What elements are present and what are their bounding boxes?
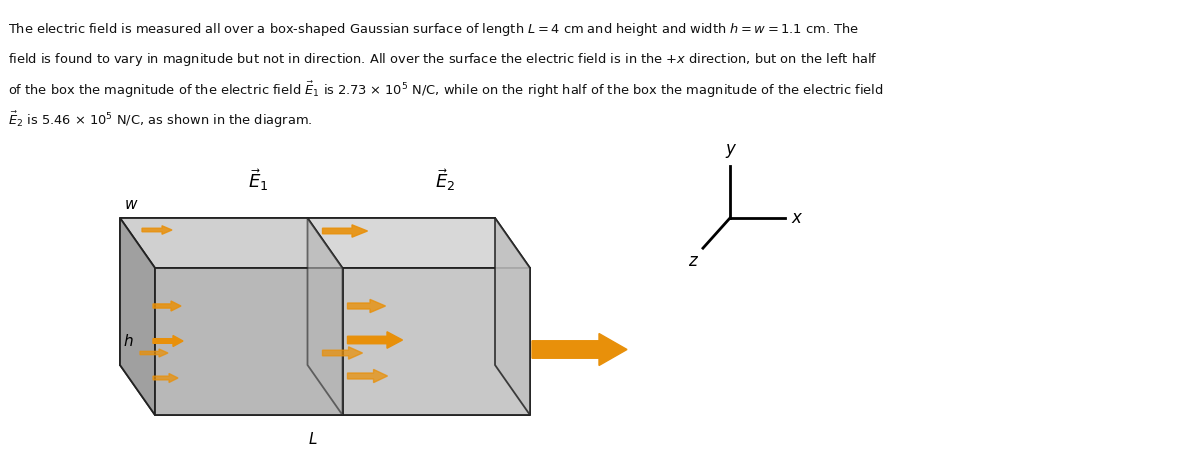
Text: h: h bbox=[123, 334, 133, 349]
Text: L: L bbox=[308, 432, 317, 447]
FancyArrow shape bbox=[142, 226, 172, 234]
Text: z: z bbox=[688, 252, 697, 270]
Polygon shape bbox=[155, 268, 343, 415]
FancyArrow shape bbox=[140, 349, 168, 357]
Polygon shape bbox=[120, 218, 343, 268]
Polygon shape bbox=[120, 365, 531, 415]
Polygon shape bbox=[120, 218, 495, 365]
Polygon shape bbox=[307, 218, 343, 415]
FancyArrow shape bbox=[532, 333, 627, 365]
Text: field is found to vary in magnitude but not in direction. All over the surface t: field is found to vary in magnitude but … bbox=[8, 50, 878, 68]
FancyArrow shape bbox=[348, 369, 387, 382]
Text: The electric field is measured all over a box-shaped Gaussian surface of length : The electric field is measured all over … bbox=[8, 21, 859, 38]
Text: $\vec{E}_2$: $\vec{E}_2$ bbox=[435, 167, 455, 193]
Text: $\vec{E}_2$ is 5.46 $\times$ 10$^5$ N/C, as shown in the diagram.: $\vec{E}_2$ is 5.46 $\times$ 10$^5$ N/C,… bbox=[8, 110, 313, 130]
Text: $\vec{E}_1$: $\vec{E}_1$ bbox=[247, 167, 269, 193]
Polygon shape bbox=[120, 218, 155, 415]
Text: y: y bbox=[725, 140, 735, 158]
FancyArrow shape bbox=[348, 300, 386, 313]
FancyArrow shape bbox=[153, 336, 183, 346]
FancyArrow shape bbox=[348, 332, 403, 348]
Polygon shape bbox=[343, 268, 531, 415]
FancyArrow shape bbox=[323, 225, 368, 237]
Text: x: x bbox=[791, 209, 802, 227]
Text: of the box the magnitude of the electric field $\vec{E}_1$ is 2.73 $\times$ 10$^: of the box the magnitude of the electric… bbox=[8, 80, 883, 100]
FancyArrow shape bbox=[153, 374, 178, 382]
FancyArrow shape bbox=[323, 347, 362, 359]
Polygon shape bbox=[307, 218, 531, 268]
Text: w: w bbox=[125, 197, 137, 212]
FancyArrow shape bbox=[153, 301, 180, 311]
Polygon shape bbox=[495, 218, 531, 415]
